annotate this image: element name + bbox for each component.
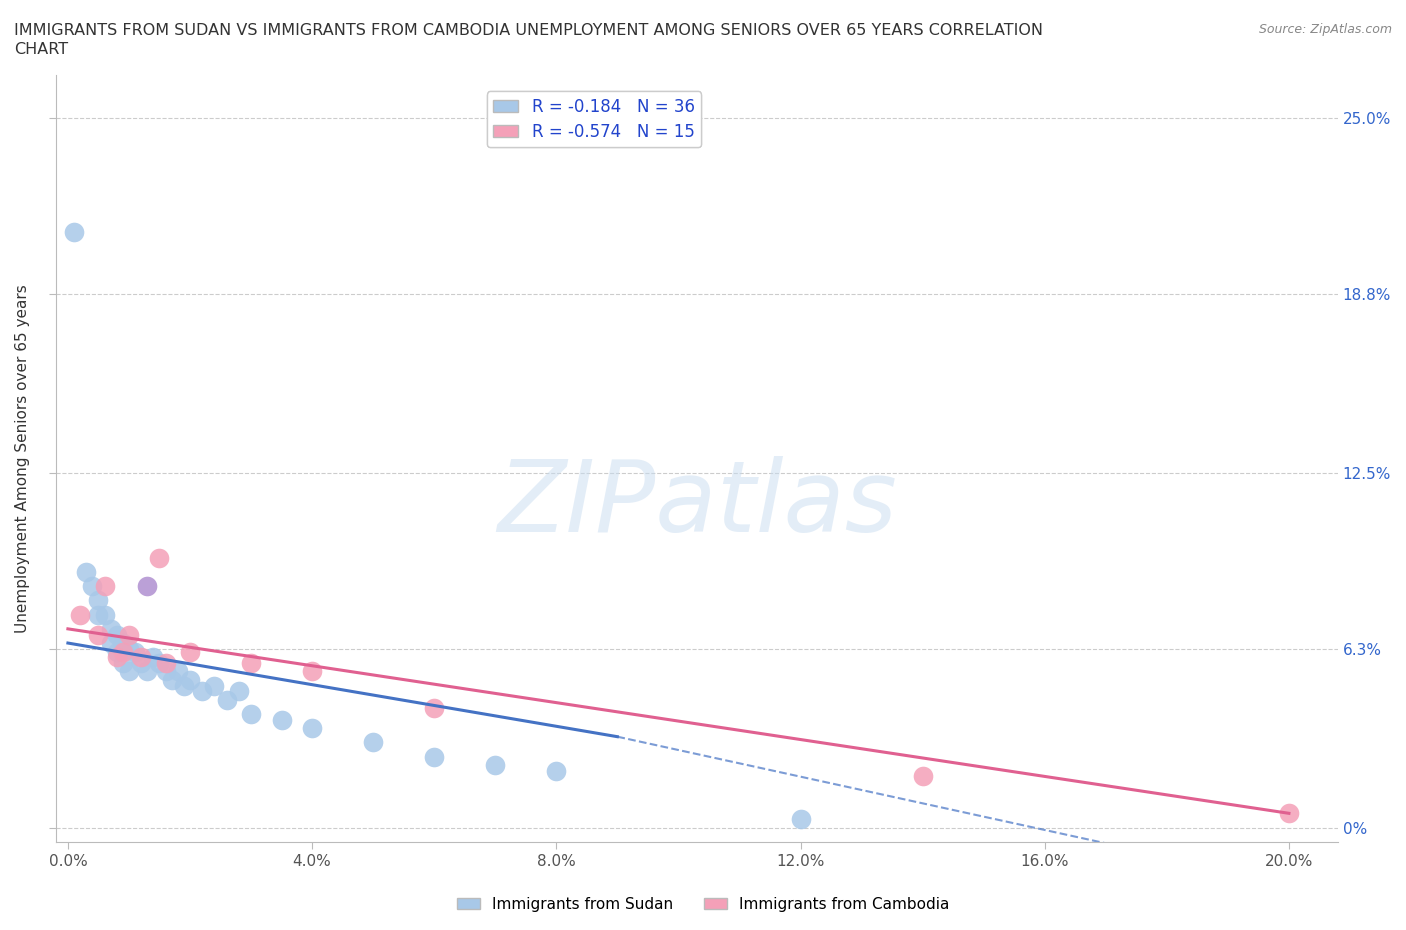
Text: CHART: CHART — [14, 42, 67, 57]
Text: IMMIGRANTS FROM SUDAN VS IMMIGRANTS FROM CAMBODIA UNEMPLOYMENT AMONG SENIORS OVE: IMMIGRANTS FROM SUDAN VS IMMIGRANTS FROM… — [14, 23, 1043, 38]
Point — [105, 644, 128, 659]
Point — [1278, 806, 1301, 821]
Point — [423, 750, 446, 764]
Point — [148, 551, 170, 565]
Point — [423, 701, 446, 716]
Point — [87, 593, 110, 608]
Point — [204, 678, 226, 693]
Point — [129, 656, 152, 671]
Point — [301, 721, 323, 736]
Point — [105, 650, 128, 665]
Point — [179, 672, 201, 687]
Point — [75, 565, 97, 579]
Point — [191, 684, 214, 698]
Point — [105, 627, 128, 642]
Text: Source: ZipAtlas.com: Source: ZipAtlas.com — [1258, 23, 1392, 36]
Point — [148, 656, 170, 671]
Point — [118, 642, 141, 657]
Point — [129, 650, 152, 665]
Point — [142, 650, 165, 665]
Text: ZIPatlas: ZIPatlas — [496, 456, 897, 553]
Point — [911, 769, 934, 784]
Point — [63, 224, 86, 239]
Point — [546, 764, 568, 778]
Point — [100, 635, 122, 650]
Point — [118, 664, 141, 679]
Legend: R = -0.184   N = 36, R = -0.574   N = 15: R = -0.184 N = 36, R = -0.574 N = 15 — [486, 91, 702, 148]
Point — [111, 656, 134, 671]
Point — [173, 678, 195, 693]
Point — [270, 712, 292, 727]
Point — [215, 692, 238, 707]
Point — [93, 607, 115, 622]
Point — [789, 812, 811, 827]
Point — [160, 672, 183, 687]
Point — [93, 578, 115, 593]
Point — [87, 607, 110, 622]
Point — [136, 578, 159, 593]
Legend: Immigrants from Sudan, Immigrants from Cambodia: Immigrants from Sudan, Immigrants from C… — [451, 891, 955, 918]
Point — [111, 635, 134, 650]
Point — [179, 644, 201, 659]
Point — [240, 707, 263, 722]
Point — [484, 758, 506, 773]
Point — [155, 664, 177, 679]
Point — [155, 656, 177, 671]
Point — [100, 621, 122, 636]
Point — [111, 644, 134, 659]
Point — [118, 627, 141, 642]
Point — [166, 664, 188, 679]
Point — [240, 656, 263, 671]
Point — [124, 644, 146, 659]
Point — [361, 735, 384, 750]
Y-axis label: Unemployment Among Seniors over 65 years: Unemployment Among Seniors over 65 years — [15, 285, 30, 633]
Point — [136, 664, 159, 679]
Point — [228, 684, 250, 698]
Point — [301, 664, 323, 679]
Point — [87, 627, 110, 642]
Point — [82, 578, 104, 593]
Point — [69, 607, 91, 622]
